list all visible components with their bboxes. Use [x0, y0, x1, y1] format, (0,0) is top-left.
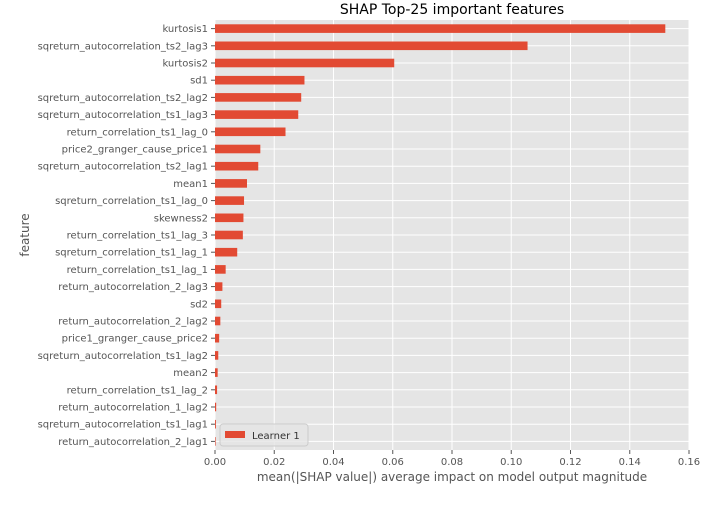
y-tick-label: price1_granger_cause_price2 — [62, 334, 208, 345]
bar — [215, 93, 302, 102]
y-tick-label: kurtosis1 — [162, 24, 208, 35]
y-tick-label: return_autocorrelation_2_lag1 — [58, 437, 208, 448]
x-tick-label: 0.10 — [500, 457, 522, 468]
bar — [215, 41, 528, 51]
x-tick-label: 0.12 — [559, 457, 581, 468]
bar — [215, 333, 220, 343]
bar — [215, 24, 666, 33]
y-tick-label: sqreturn_autocorrelation_ts1_lag3 — [38, 110, 208, 121]
x-tick-label: 0.02 — [263, 457, 285, 468]
y-tick-label: skewness2 — [154, 213, 208, 224]
y-axis-label: feature — [18, 213, 32, 256]
y-tick-label: sqreturn_autocorrelation_ts2_lag1 — [38, 162, 208, 173]
x-tick-label: 0.16 — [678, 457, 700, 468]
bar — [215, 265, 226, 274]
bar — [215, 161, 259, 171]
bar — [215, 144, 261, 154]
legend-box — [219, 423, 309, 447]
y-tick-label: mean1 — [173, 179, 208, 190]
y-ticks: kurtosis1 sqreturn_autocorrelation_ts2_la… — [38, 24, 215, 448]
x-tick-label: 0.04 — [322, 457, 344, 468]
bar — [215, 247, 238, 257]
bar — [215, 351, 219, 360]
bar — [215, 213, 244, 223]
bar — [215, 282, 223, 291]
bar — [215, 75, 305, 85]
y-tick-label: return_correlation_ts1_lag_3 — [67, 231, 208, 242]
bar — [215, 368, 218, 377]
bar — [215, 419, 216, 429]
chart-title: SHAP Top-25 important features — [340, 2, 564, 18]
bar — [215, 58, 395, 68]
y-tick-label: sd2 — [190, 299, 208, 310]
x-axis-label: mean(|SHAP value|) average impact on mod… — [257, 470, 647, 484]
y-tick-label: sqreturn_correlation_ts1_lag_1 — [55, 248, 208, 259]
bar — [215, 179, 247, 188]
bar — [215, 402, 217, 412]
y-tick-label: return_autocorrelation_1_lag2 — [58, 403, 208, 414]
y-tick-label: sqreturn_autocorrelation_ts1_lag2 — [38, 351, 208, 362]
legend-label: Learner 1 — [252, 431, 300, 442]
bar — [215, 437, 216, 446]
bar — [215, 110, 299, 119]
x-tick-label: 0.14 — [619, 457, 641, 468]
y-tick-label: sqreturn_autocorrelation_ts2_lag2 — [38, 93, 208, 104]
y-tick-label: return_correlation_ts1_lag_1 — [67, 265, 208, 276]
x-ticks: 0.00 0.02 0.04 0.06 0.08 0.10 0.12 0.14 0.16 — [204, 450, 700, 468]
y-tick-label: return_autocorrelation_2_lag2 — [58, 317, 208, 328]
x-tick-label: 0.06 — [382, 457, 404, 468]
y-tick-label: mean2 — [173, 368, 208, 379]
bar — [215, 127, 286, 137]
y-tick-label: sqreturn_autocorrelation_ts1_lag1 — [38, 420, 208, 431]
bar — [215, 316, 221, 326]
y-tick-label: kurtosis2 — [162, 59, 208, 70]
x-tick-label: 0.00 — [204, 457, 226, 468]
y-tick-label: return_autocorrelation_2_lag3 — [58, 282, 208, 293]
y-tick-label: return_correlation_ts1_lag_2 — [67, 385, 208, 396]
x-tick-label: 0.08 — [441, 457, 463, 468]
bar — [215, 385, 218, 395]
bar — [215, 230, 243, 240]
legend: Learner 1 — [219, 423, 309, 447]
y-tick-label: price2_granger_cause_price1 — [62, 145, 208, 156]
legend-swatch — [225, 431, 245, 438]
bar — [215, 299, 222, 309]
y-tick-label: sd1 — [190, 76, 208, 87]
bars — [215, 24, 666, 446]
bar — [215, 196, 245, 205]
y-tick-label: return_correlation_ts1_lag_0 — [67, 127, 208, 138]
y-tick-label: sqreturn_autocorrelation_ts2_lag3 — [38, 41, 208, 52]
y-tick-label: sqreturn_correlation_ts1_lag_0 — [55, 196, 208, 207]
